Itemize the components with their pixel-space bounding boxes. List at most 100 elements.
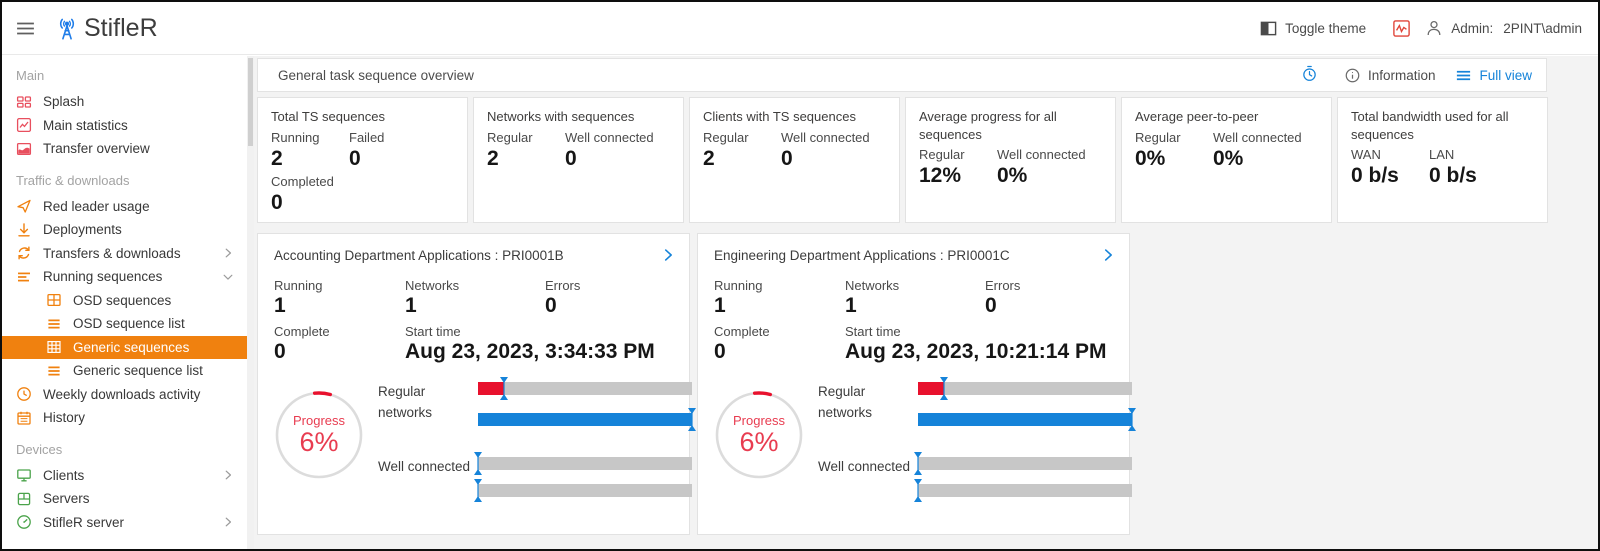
- sidebar-item-generic-sequence-list[interactable]: Generic sequence list: [2, 359, 247, 383]
- app-header: StifleR Toggle theme Admin: 2PINT\admin: [2, 2, 1598, 55]
- information-label: Information: [1367, 67, 1436, 83]
- metric-label: Well connected: [1213, 129, 1302, 145]
- progress-marker: [474, 479, 482, 503]
- start-time-value: Aug 23, 2023, 10:21:14 PM: [845, 340, 1107, 364]
- sidebar-item-servers[interactable]: Servers: [2, 487, 247, 511]
- stats-row: Total TS sequences Running Failed 2 0 Complet…: [257, 97, 1548, 223]
- chevron-down-icon: [221, 270, 235, 284]
- sidebar-item-label: Servers: [43, 491, 90, 507]
- running-value: 1: [714, 294, 726, 317]
- sidebar-item-transfers-downloads[interactable]: Transfers & downloads: [2, 242, 247, 266]
- metric-label: Running: [271, 129, 320, 145]
- progress-ring: Progress 6%: [274, 390, 364, 480]
- progress-label: Progress: [292, 412, 346, 428]
- sidebar-item-osd-sequences[interactable]: OSD sequences: [2, 289, 247, 313]
- progress-percent: 6%: [299, 426, 339, 457]
- metric-value: 12%: [919, 164, 962, 188]
- errors-label: Errors: [545, 278, 581, 293]
- running-label: Running: [714, 278, 763, 293]
- stat-card-title: Networks with sequences: [487, 109, 635, 124]
- sidebar-item-osd-sequence-list[interactable]: OSD sequence list: [2, 312, 247, 336]
- sidebar-scrollbar[interactable]: [247, 56, 254, 549]
- statistics-activity-icon[interactable]: [1392, 19, 1411, 38]
- progress-bar: [914, 452, 1132, 476]
- timer-icon[interactable]: [1301, 65, 1318, 85]
- sequence-card-accounting-department-applications-pri0001b: Accounting Department Applications : PRI…: [257, 233, 696, 535]
- sidebar-item-stifler-server[interactable]: StifleR server: [2, 511, 247, 535]
- stat-card-title: Total TS sequences: [271, 109, 385, 124]
- running-value: 1: [274, 294, 286, 317]
- page-title: General task sequence overview: [278, 67, 474, 83]
- admin-username[interactable]: 2PINT\admin: [1503, 20, 1582, 36]
- regular-networks-label: Regular networks: [818, 384, 873, 421]
- stat-card-clients-with-ts-sequences: Clients with TS sequences Regular Well con…: [689, 97, 900, 223]
- metric-value: 0: [349, 146, 361, 170]
- deployments-icon: [16, 222, 32, 238]
- metric-value: 0%: [997, 164, 1028, 188]
- sidebar-item-history[interactable]: History: [2, 406, 247, 430]
- gauge-icon: [16, 514, 32, 530]
- progress-bar: [474, 452, 692, 476]
- toggle-theme-button[interactable]: Toggle theme: [1260, 20, 1366, 37]
- overview-toolbar: General task sequence overview Informati…: [257, 58, 1547, 92]
- toolbar-actions: Information Full view: [1301, 65, 1532, 85]
- sidebar-item-running-sequences[interactable]: Running sequences: [2, 265, 247, 289]
- well-connected-label: Well connected: [378, 459, 471, 475]
- complete-value: 0: [274, 340, 286, 364]
- sidebar: Main Splash Main statistics Transfer overvi…: [2, 56, 247, 549]
- sequence-card-engineering-department-applications-pri0001c: Engineering Department Applications : PR…: [697, 233, 1136, 535]
- stat-card-average-peer-to-peer: Average peer-to-peer Regular Well connecte…: [1121, 97, 1332, 223]
- errors-label: Errors: [985, 278, 1021, 293]
- metric-label: LAN: [1429, 147, 1455, 163]
- information-button[interactable]: Information: [1344, 67, 1436, 84]
- stat-card-total-bandwidth-used-for-all-sequences: Total bandwidth used for all sequences WA…: [1337, 97, 1548, 223]
- sidebar-item-label: Transfer overview: [43, 141, 150, 157]
- sequence-row: Accounting Department Applications : PRI…: [257, 233, 1136, 535]
- user-icon: [1425, 19, 1443, 37]
- sidebar-item-weekly-downloads-activity[interactable]: Weekly downloads activity: [2, 383, 247, 407]
- metric-label: Well connected: [565, 129, 654, 145]
- progress-bar: [474, 479, 692, 503]
- metric-label: Regular: [703, 129, 749, 145]
- clock-icon: [16, 386, 32, 402]
- sidebar-item-label: Weekly downloads activity: [43, 386, 201, 402]
- sidebar-item-deployments[interactable]: Deployments: [2, 218, 247, 242]
- chevron-right-icon: [221, 246, 235, 260]
- sidebar-item-main-statistics[interactable]: Main statistics: [2, 114, 247, 138]
- errors-value: 0: [985, 294, 997, 317]
- sidebar-item-generic-sequences[interactable]: Generic sequences: [2, 335, 247, 359]
- sidebar-item-label: History: [43, 410, 86, 426]
- app-logo: StifleR: [53, 14, 158, 43]
- chevron-right-icon[interactable]: [1099, 246, 1117, 264]
- statistics-icon: [16, 117, 32, 133]
- metric-label: Well connected: [997, 147, 1086, 163]
- progress-bar: [478, 408, 696, 432]
- sidebar-item-label: Deployments: [43, 222, 122, 238]
- sequence-title: Accounting Department Applications : PRI…: [274, 247, 564, 263]
- full-view-button[interactable]: Full view: [1455, 67, 1532, 84]
- sidebar-item-red-leader-usage[interactable]: Red leader usage: [2, 195, 247, 219]
- progress-marker: [1128, 408, 1136, 432]
- complete-value: 0: [714, 340, 726, 364]
- sidebar-item-transfer-overview[interactable]: Transfer overview: [2, 137, 247, 161]
- sidebar-item-label: StifleR server: [43, 514, 125, 530]
- chevron-right-icon[interactable]: [659, 246, 677, 264]
- list-lines-icon: [16, 269, 32, 285]
- theme-icon: [1260, 20, 1277, 37]
- sidebar-scrollbar-thumb[interactable]: [248, 58, 253, 146]
- sidebar-item-splash[interactable]: Splash: [2, 90, 247, 114]
- stat-card-title: Average progress for all sequences: [919, 109, 1057, 142]
- metric-label: Regular: [919, 147, 965, 163]
- admin-label: Admin:: [1451, 20, 1494, 36]
- toggle-theme-label: Toggle theme: [1285, 20, 1367, 36]
- regular-networks-label: Regular networks: [378, 384, 433, 421]
- progress-marker: [499, 377, 508, 401]
- progress-bar: [918, 377, 1132, 401]
- hamburger-menu-icon[interactable]: [15, 18, 36, 39]
- chevron-right-icon: [221, 515, 235, 529]
- sidebar-item-clients[interactable]: Clients: [2, 464, 247, 488]
- metric-label: Completed: [271, 173, 334, 189]
- complete-label: Complete: [274, 324, 330, 340]
- metric-value: 0: [565, 146, 577, 170]
- progress-marker: [474, 452, 482, 476]
